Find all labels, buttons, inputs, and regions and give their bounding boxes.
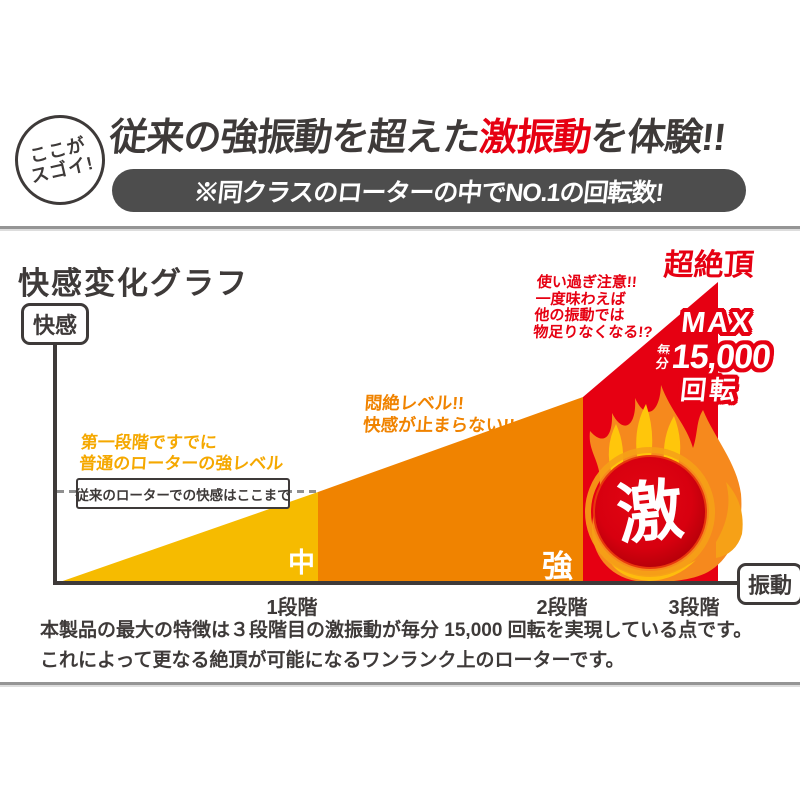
headline-pre: 従来の強振動を超えた <box>107 117 482 159</box>
y-axis-label-box: 快感 <box>21 303 89 345</box>
stage3-warning-line1: 使い過ぎ注意!! <box>536 274 638 291</box>
footer-description: 本製品の最大の特徴は３段階目の激振動が毎分 15,000 回転を実現している点で… <box>40 616 752 676</box>
x-axis-line <box>53 581 739 585</box>
footer-line1: 本製品の最大の特徴は３段階目の激振動が毎分 15,000 回転を実現している点で… <box>40 620 753 641</box>
x-axis-label: 振動 <box>747 573 792 598</box>
subheadline-text: ※同クラスのローターの中でNO.1の回転数! <box>192 178 665 207</box>
geki-circle <box>593 455 707 569</box>
baseline-label-box: 従来のローターでの快感はここまで <box>75 478 291 509</box>
stage1-letter: 中 <box>288 548 315 578</box>
headline-post: を体験!! <box>588 117 728 159</box>
stage3-warning-line3: 他の振動では <box>533 307 626 324</box>
stage3-warning: 使い過ぎ注意!! 一度味わえば 他の振動では 物足りなくなる!? <box>532 274 657 341</box>
stage2-area <box>318 397 583 583</box>
headline-highlight: 激振動 <box>477 117 593 159</box>
stage1-note: 第一段階ですでに 普通のローターの強レベル <box>79 432 286 474</box>
max-word: MAX <box>679 307 754 339</box>
stage1-note-line2: 普通のローターの強レベル <box>78 454 284 473</box>
x-tick-stage1: 1段階 <box>266 597 318 619</box>
top-divider <box>0 226 800 229</box>
max-unit: 回転 <box>678 375 741 405</box>
max-unit-prefix: 毎分 <box>654 343 671 371</box>
max-value: 15,000 <box>669 338 772 376</box>
y-axis-label: 快感 <box>32 313 77 338</box>
stage2-note-line2: 快感が止まらない!! <box>362 415 516 435</box>
x-axis-label-box: 振動 <box>737 563 800 605</box>
baseline-label: 従来のローターでの快感はここまで <box>75 487 291 503</box>
x-tick-stage2: 2段階 <box>536 597 588 619</box>
stage1-area <box>57 492 318 583</box>
stage1-note-line1: 第一段階ですでに <box>80 433 218 452</box>
stage2-letter: 強 <box>542 549 573 584</box>
headline: 従来の強振動を超えた激振動を体験!! <box>107 106 728 161</box>
geki-circle-glow <box>585 447 715 577</box>
stage3-warning-line2: 一度味わえば <box>535 290 627 308</box>
subheadline-bar: ※同クラスのローターの中でNO.1の回転数! <box>112 169 746 212</box>
peak-label: 超絶頂 <box>662 249 755 282</box>
stage3-warning-line4: 物足りなくなる!? <box>532 323 654 341</box>
max-rotation-badge: MAX 毎分 15,000 回転 <box>642 307 784 405</box>
stage2-note-line1: 悶絶レベル!! <box>364 393 465 413</box>
chart-title: 快感変化グラフ <box>18 266 249 301</box>
y-axis-line <box>53 337 57 585</box>
x-tick-stage3: 3段階 <box>668 597 720 619</box>
stage3-letter: 激 <box>613 471 687 553</box>
stage2-note: 悶絶レベル!! 快感が止まらない!! <box>362 392 517 436</box>
bottom-divider <box>0 682 800 685</box>
footer-line2: これによって更なる絶頂が可能になるワンランク上のローターです。 <box>40 650 625 671</box>
